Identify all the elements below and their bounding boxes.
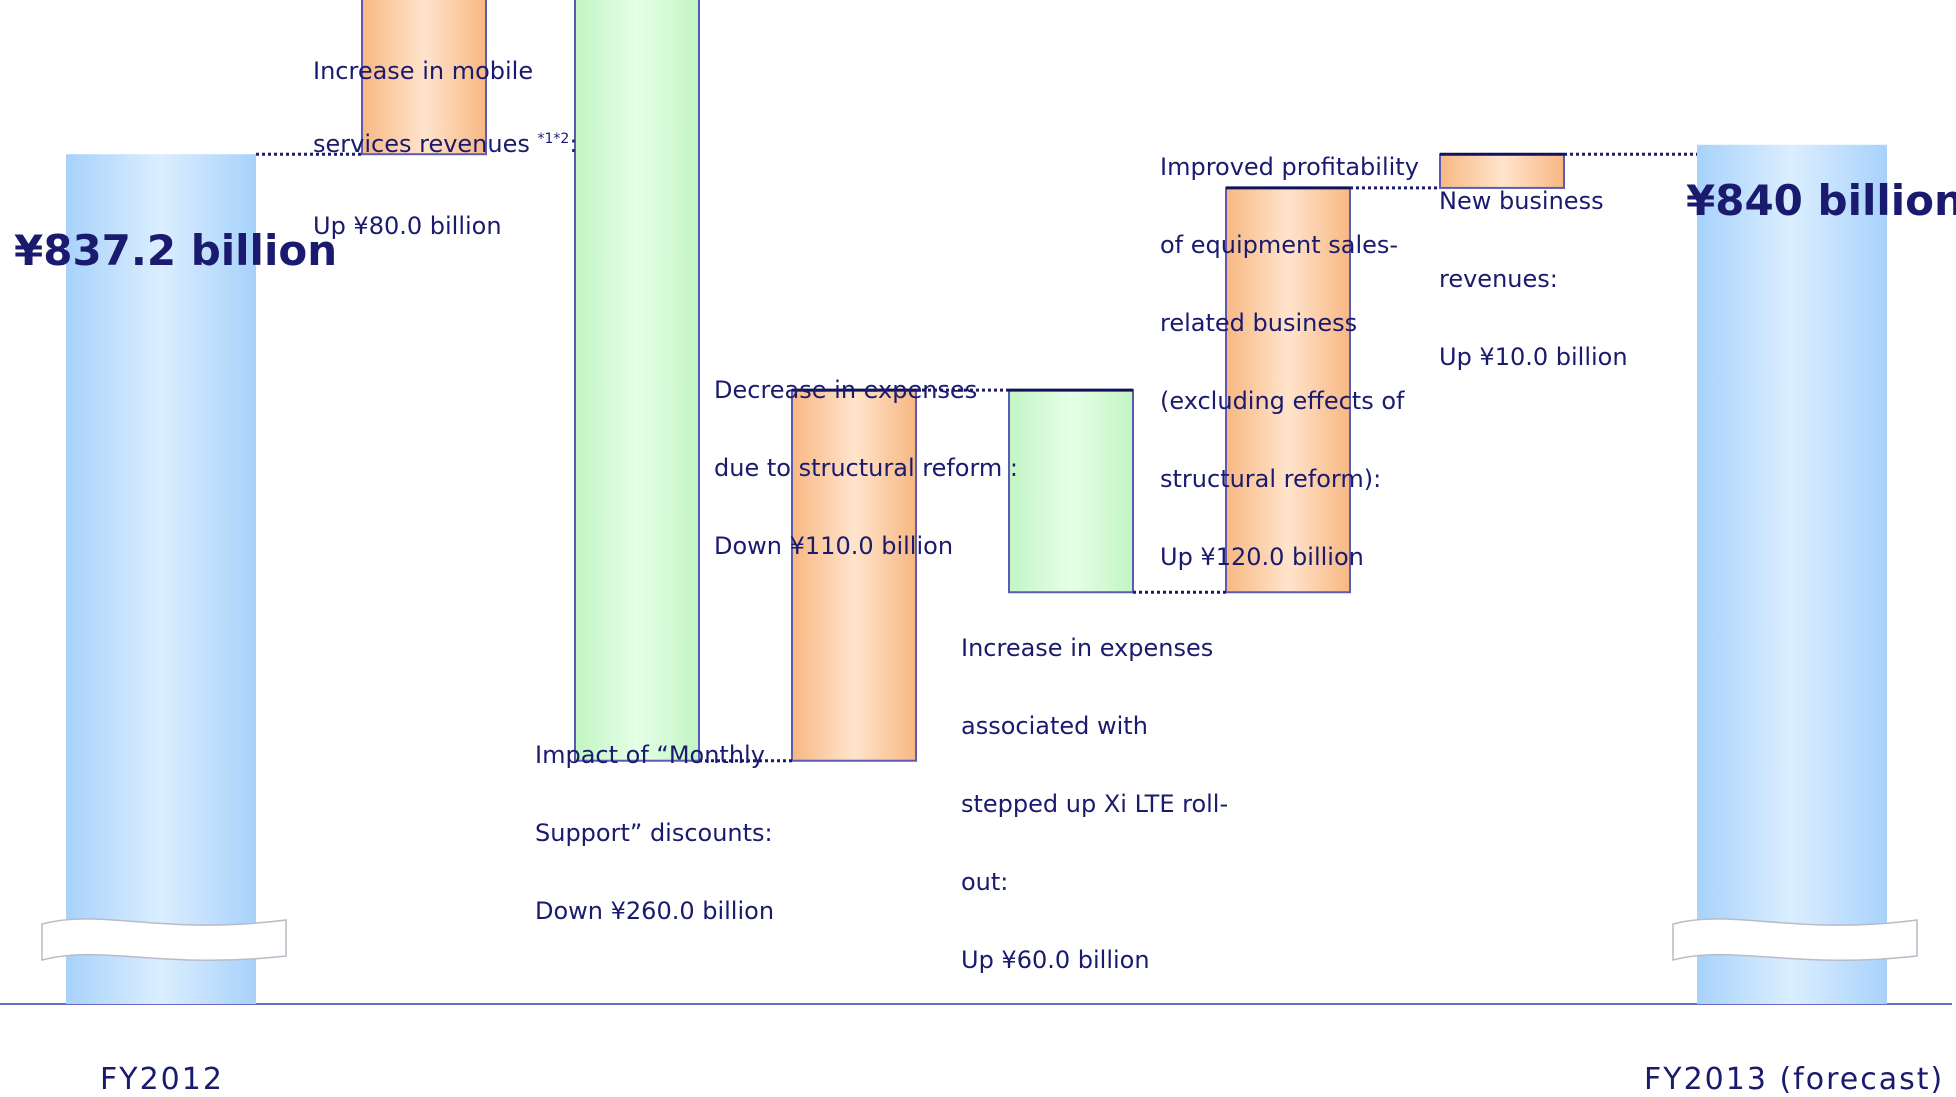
annotation-mobile-services-line-2: services revenues *1*2:	[313, 126, 577, 157]
annotation-monthly-support-amount: Down ¥260.0 billion	[535, 897, 775, 925]
annotation-mobile-services-amount: Up ¥80.0 billion	[313, 212, 502, 240]
bar-xi_lte	[1008, 389, 1134, 594]
footnote-marker: *1*2	[537, 131, 570, 147]
annotation-xi-lte: Increase in expenses associated with ste…	[961, 583, 1228, 999]
fy2013-value-label: ¥840 billion	[1686, 176, 1956, 225]
annotation-structural-reform-amount: Down ¥110.0 billion	[714, 532, 954, 560]
annotation-equipment-sales: Improved profitability of equipment sale…	[1160, 102, 1419, 596]
annotation-structural-reform-line-1: Decrease in expenses	[714, 376, 978, 404]
annotation-structural-reform-line-2: due to structural reform :	[714, 454, 1019, 482]
annotation-new-business-line-2: revenues:	[1439, 265, 1558, 293]
axis-break-fy2013	[1672, 918, 1918, 962]
fy2012-value-label: ¥837.2 billion	[14, 226, 338, 275]
annotation-equipment-sales-line-2: of equipment sales-	[1160, 231, 1399, 259]
x-tick-fy2012: FY2012	[100, 1062, 224, 1097]
bar-monthly_support	[574, 0, 700, 762]
annotation-structural-reform: Decrease in expenses due to structural r…	[714, 325, 1018, 585]
annotation-mobile-services: Increase in mobile services revenues *1*…	[313, 6, 577, 265]
annotation-equipment-sales-line-4: (excluding effects of	[1160, 387, 1405, 415]
annotation-equipment-sales-line-3: related business	[1160, 309, 1358, 337]
bar-fy2012	[66, 154, 256, 1004]
x-tick-fy2013: FY2013 (forecast)	[1644, 1062, 1945, 1097]
annotation-xi-lte-line-2: associated with	[961, 712, 1148, 740]
annotation-equipment-sales-line-5: structural reform):	[1160, 465, 1382, 493]
bar-fy2013	[1697, 144, 1887, 1004]
axis-break-fy2012	[41, 918, 287, 962]
bar-equipment_sales	[1225, 186, 1351, 594]
annotation-mobile-services-colon: :	[569, 130, 578, 158]
annotation-xi-lte-line-1: Increase in expenses	[961, 634, 1214, 662]
bar-new_business	[1439, 153, 1565, 189]
annotation-xi-lte-amount: Up ¥60.0 billion	[961, 946, 1150, 974]
annotation-new-business: New business revenues: Up ¥10.0 billion	[1439, 136, 1628, 396]
annotation-mobile-services-line-1: Increase in mobile	[313, 57, 534, 85]
bar-structural_reform	[791, 389, 917, 762]
annotation-xi-lte-line-3: stepped up Xi LTE roll-	[961, 790, 1229, 818]
annotation-equipment-sales-amount: Up ¥120.0 billion	[1160, 543, 1364, 571]
bar-mobile_services	[361, 0, 487, 156]
annotation-monthly-support: Impact of “Monthly Support” discounts: D…	[535, 690, 774, 950]
annotation-new-business-line-1: New business	[1439, 187, 1604, 215]
annotation-monthly-support-line-1: Impact of “Monthly	[535, 741, 765, 769]
annotation-xi-lte-line-4: out:	[961, 868, 1009, 896]
annotation-new-business-amount: Up ¥10.0 billion	[1439, 343, 1628, 371]
annotation-mobile-services-text: services revenues	[313, 130, 530, 158]
annotation-equipment-sales-line-1: Improved profitability	[1160, 153, 1419, 181]
annotation-monthly-support-line-2: Support” discounts:	[535, 819, 773, 847]
